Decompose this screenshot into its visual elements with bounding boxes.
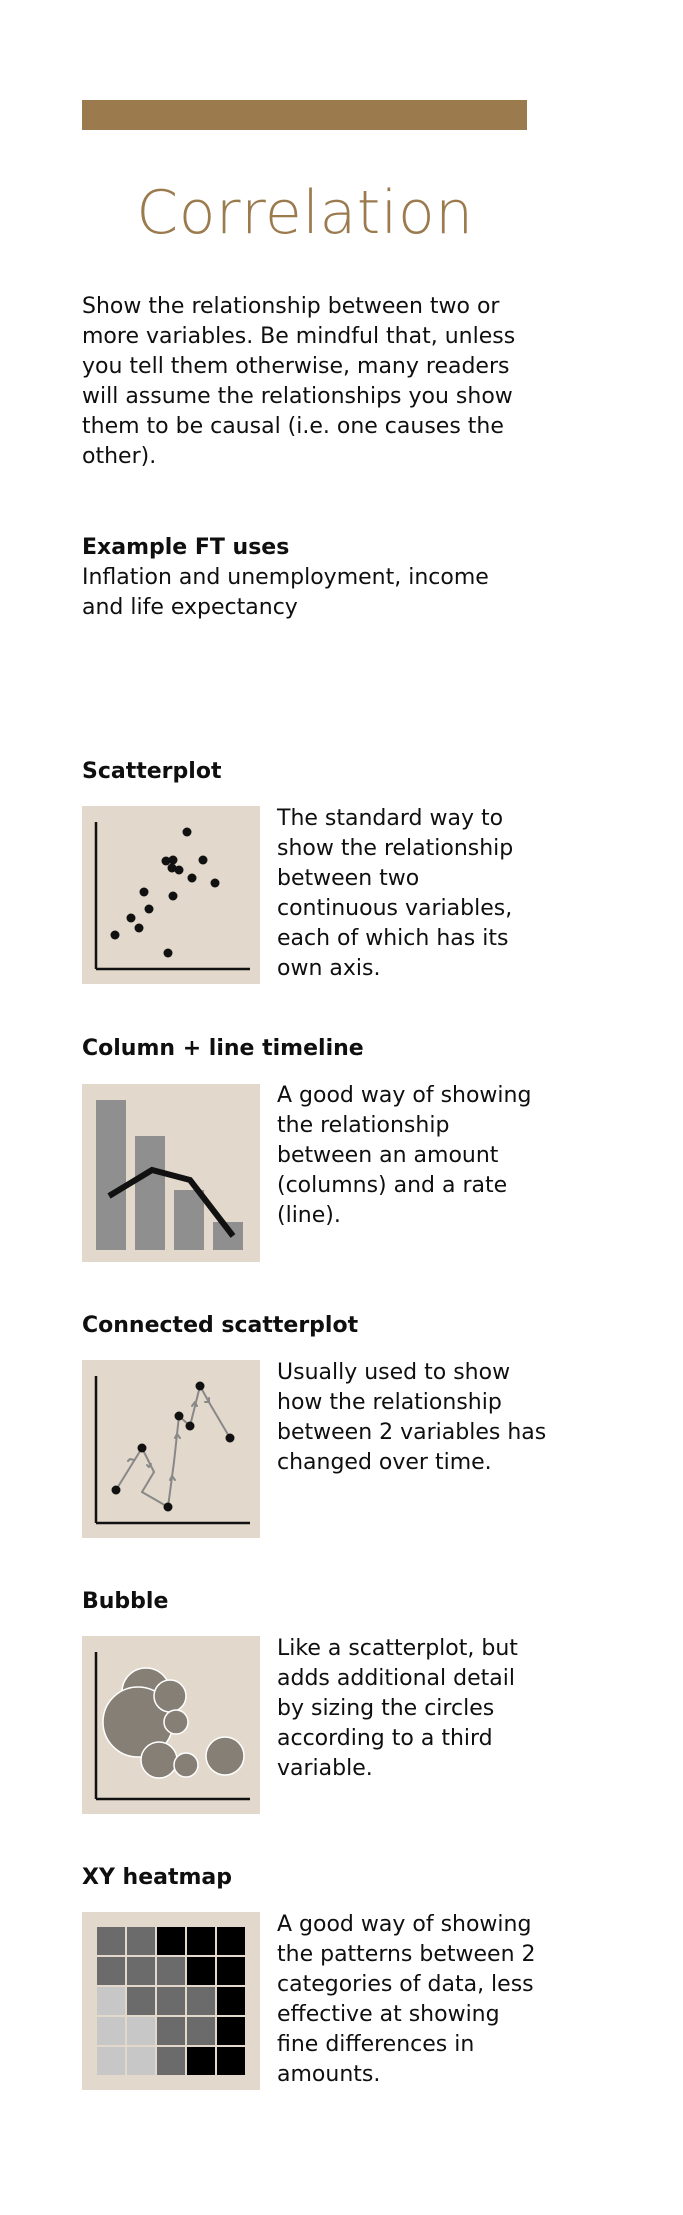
column-line-description: A good way of showing the relationship b… (277, 1083, 532, 1228)
bubble-heading: Bubble (82, 1589, 169, 1614)
column-line-icon (82, 1084, 260, 1262)
xy-heatmap-icon (82, 1912, 260, 2090)
scatterplot-icon (82, 806, 260, 984)
page-title: Correlation (136, 178, 474, 248)
bubble-icon (82, 1636, 260, 1814)
xy-heatmap-description: A good way of showing the patterns betwe… (277, 1912, 536, 2087)
column-line-heading: Column + line timeline (82, 1036, 364, 1061)
scatterplot-heading: Scatterplot (82, 759, 222, 784)
connected-scatterplot-icon (82, 1360, 260, 1538)
xy-heatmap-heading: XY heatmap (82, 1865, 233, 1890)
example-uses-text: Inflation and unemployment, income and l… (82, 565, 489, 620)
bubble-description: Like a scatterplot, but adds additional … (277, 1636, 518, 1781)
connected-scatterplot-heading: Connected scatterplot (82, 1313, 359, 1338)
intro-paragraph: Show the relationship between two or mor… (82, 294, 516, 469)
scatterplot-description: The standard way to show the relationshi… (277, 806, 514, 981)
header-accent-bar (82, 100, 527, 130)
connected-scatterplot-description: Usually used to show how the relationshi… (277, 1360, 547, 1475)
example-uses-heading: Example FT uses (82, 535, 290, 560)
